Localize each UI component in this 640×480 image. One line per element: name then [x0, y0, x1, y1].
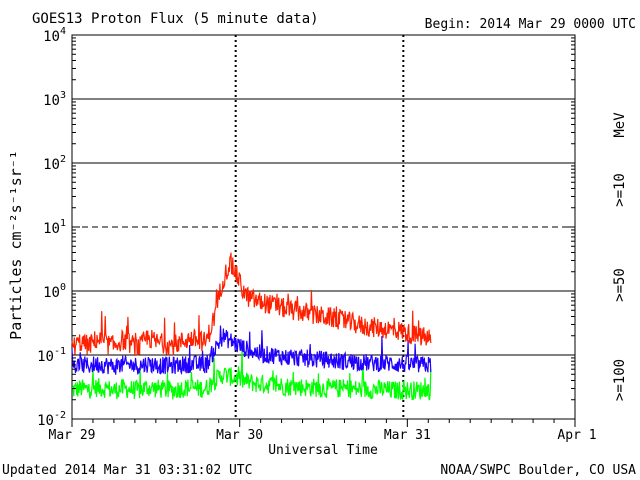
- y-tick-exponent: 3: [60, 90, 66, 101]
- y-tick-exponent: 0: [60, 282, 66, 293]
- y-tick-exponent: 4: [60, 26, 66, 37]
- y-tick-label: 103: [43, 90, 66, 109]
- legend-ge50: >=50: [612, 268, 628, 302]
- y-tick-base: 10: [43, 157, 60, 173]
- x-tick-label: Apr 1: [557, 428, 596, 443]
- grid-lines: [72, 98, 575, 356]
- series-layer: [71, 252, 432, 401]
- y-tick-base: 10: [37, 413, 54, 429]
- legend-ge10: >=10: [612, 173, 628, 207]
- legend-unit: MeV: [612, 112, 628, 138]
- y-tick-base: 10: [43, 93, 60, 109]
- y-tick-base: 10: [43, 221, 60, 237]
- y-tick-label: 10-2: [37, 410, 66, 429]
- source-credit: NOAA/SWPC Boulder, CO USA: [440, 463, 636, 478]
- begin-label: Begin: 2014 Mar 29 0000 UTC: [425, 17, 636, 32]
- legend-ge100: >=100: [612, 359, 628, 401]
- x-tick-label: Mar 31: [384, 428, 431, 443]
- x-axis-label: Universal Time: [268, 443, 378, 458]
- x-tick-label: Mar 29: [49, 428, 96, 443]
- y-tick-label: 10-1: [37, 346, 66, 365]
- chart-title: GOES13 Proton Flux (5 minute data): [32, 11, 319, 27]
- y-tick-base: 10: [43, 29, 60, 45]
- y-tick-exponent: -1: [54, 346, 66, 357]
- y-tick-exponent: -2: [54, 410, 66, 421]
- y-tick-base: 10: [43, 285, 60, 301]
- y-tick-label: 100: [43, 282, 66, 301]
- y-tick-label: 101: [43, 218, 66, 237]
- series-line-ge50: [71, 325, 432, 376]
- y-tick-base: 10: [37, 349, 54, 365]
- series-line-ge100: [71, 346, 432, 401]
- y-tick-exponent: 2: [60, 154, 66, 165]
- series-line-ge10: [71, 252, 432, 356]
- y-tick-label: 102: [43, 154, 66, 173]
- x-tick-label: Mar 30: [216, 428, 263, 443]
- updated-timestamp: Updated 2014 Mar 31 03:31:02 UTC: [2, 463, 252, 478]
- y-tick-exponent: 1: [60, 218, 66, 229]
- y-tick-label: 104: [43, 26, 66, 45]
- day-markers: [234, 35, 405, 419]
- y-axis-label: Particles cm⁻²s⁻¹sr⁻¹: [7, 150, 25, 340]
- x-axis-ticks: Mar 29 Mar 30 Mar 31 Apr 1: [49, 419, 597, 443]
